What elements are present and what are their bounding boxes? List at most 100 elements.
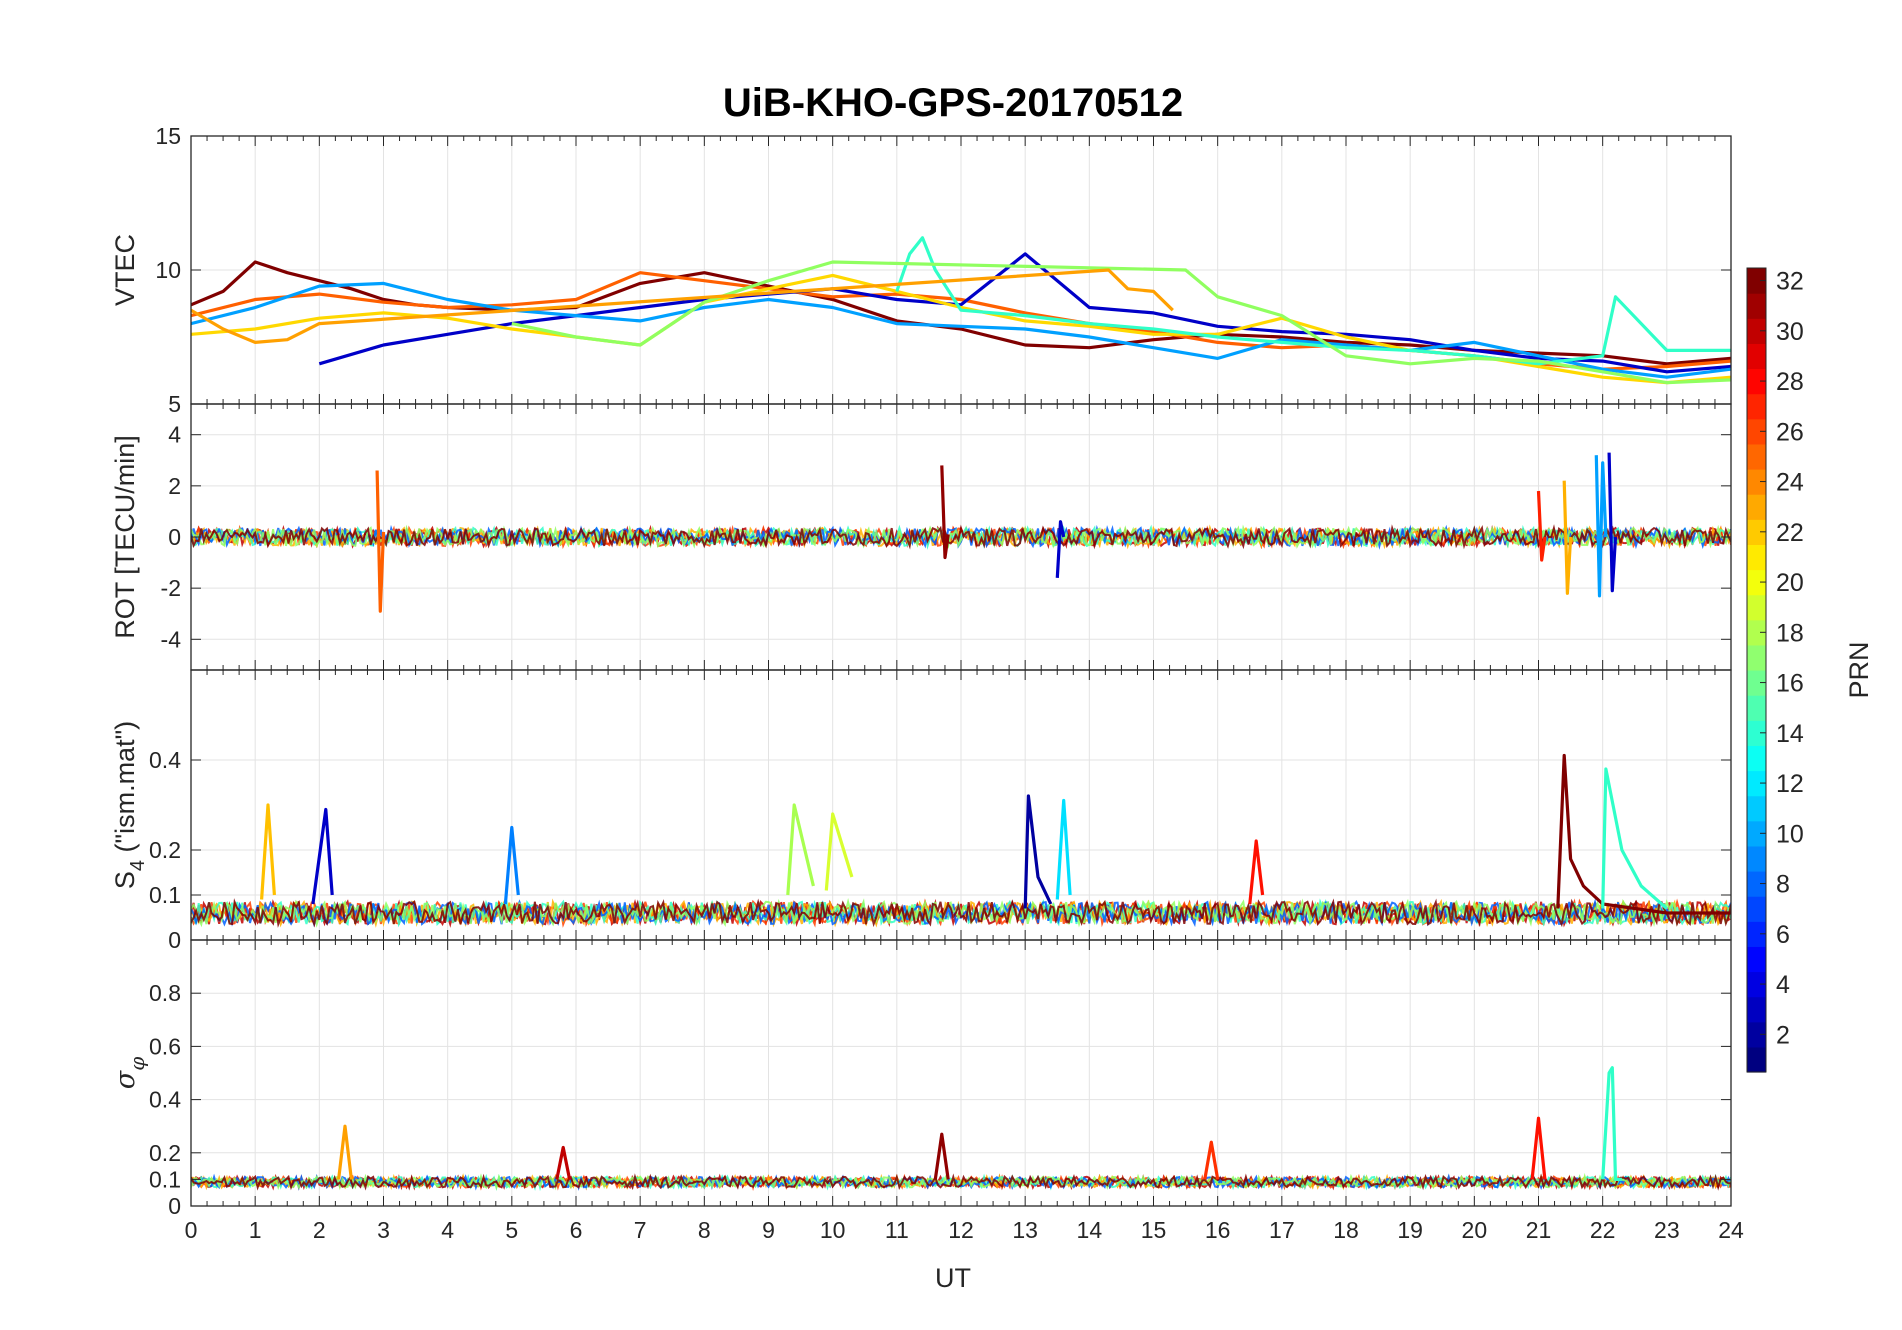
y-axis-label-s4: S4 ("ism.mat") [110, 721, 149, 889]
series-line-sigma-1 [1530, 1116, 1547, 1180]
series-line-rot-5 [1536, 490, 1547, 562]
background-noise [191, 1172, 1731, 1192]
colorbar-segment [1747, 443, 1766, 470]
colorbar-segment [1747, 695, 1766, 721]
x-tick-label: 5 [505, 1217, 518, 1243]
colorbar-segment [1747, 393, 1766, 420]
panel-s4: 0 0.1 0.2 0.4S4 ("ism.mat") [110, 669, 1732, 953]
x-tick-label: 18 [1333, 1217, 1359, 1243]
colorbar-segment [1747, 494, 1766, 520]
x-tick-label: 10 [820, 1217, 846, 1243]
colorbar-segment [1747, 1046, 1766, 1073]
colorbar-segment [1747, 519, 1766, 545]
colorbar-tick-label: 20 [1776, 569, 1804, 597]
y-tick-label: 0.2 [149, 1140, 181, 1166]
x-tick-label: 16 [1205, 1217, 1231, 1243]
y-tick-label: 0.2 [149, 837, 181, 863]
x-tick-label: 12 [948, 1217, 974, 1243]
x-tick-label: 2 [313, 1217, 326, 1243]
background-noise [191, 524, 1731, 550]
series-line-s4-5 [311, 807, 334, 905]
y-axis-label-rot: ROT [TECU/min] [110, 435, 140, 639]
colorbar-segment [1747, 946, 1766, 973]
x-tick-label: 20 [1462, 1217, 1488, 1243]
colorbar-segment [1747, 770, 1766, 797]
x-tick-label: 19 [1397, 1217, 1423, 1243]
colorbar-segment [1747, 845, 1766, 872]
colorbar-tick-label: 26 [1776, 418, 1804, 446]
colorbar-segment [1747, 896, 1766, 922]
x-tick-label: 15 [1141, 1217, 1167, 1243]
colorbar-tick-label: 22 [1776, 519, 1804, 547]
colorbar-frame [1746, 267, 1767, 1073]
x-tick-label: 3 [377, 1217, 390, 1243]
y-axis-label-vtec: VTEC [110, 234, 140, 306]
colorbar-segment [1747, 1021, 1766, 1048]
colorbar-segment [1747, 670, 1766, 696]
colorbar-segment [1747, 594, 1766, 621]
colorbar-segment [1747, 569, 1766, 596]
x-tick-label: 9 [762, 1217, 775, 1243]
colorbar-segment [1747, 871, 1766, 897]
panel-sigma: 00.10.2 0.4 0.6 0.8 σφ [110, 939, 1732, 1219]
series-line-s4-6 [786, 803, 815, 896]
colorbar-segment [1747, 619, 1766, 646]
x-tick-label: 7 [634, 1217, 647, 1243]
x-tick-label: 17 [1269, 1217, 1295, 1243]
colorbar-tick-label: 24 [1776, 469, 1804, 497]
y-tick-label: 0.4 [149, 1087, 181, 1113]
series-line-rot-1 [940, 465, 950, 560]
series-line-s4-2 [1023, 794, 1053, 909]
colorbar-tick-label: 14 [1776, 720, 1804, 748]
series-line-rot-6 [1055, 520, 1066, 578]
x-tick-label: 6 [570, 1217, 583, 1243]
colorbar-segment [1747, 795, 1766, 822]
colorbar-segment [1747, 343, 1766, 370]
chart-title: UiB-KHO-GPS-20170512 [723, 81, 1183, 125]
x-tick-label: 23 [1654, 1217, 1680, 1243]
series-line-rot-0 [375, 470, 386, 613]
y-tick-label: 15 [155, 123, 181, 149]
colorbar-label: PRN [1844, 641, 1874, 698]
y-tick-label: 5 [168, 391, 181, 417]
colorbar-segment [1747, 820, 1766, 847]
x-axis: 0 1 2 3 4 5 6 7 8 9 10 11 12 13 14 15 16 17 18 19 20 21 22 23 24 [185, 1217, 1744, 1243]
x-tick-label: 14 [1077, 1217, 1103, 1243]
x-tick-label: 22 [1590, 1217, 1616, 1243]
x-tick-label: 11 [885, 1217, 909, 1243]
colorbar-segment [1747, 469, 1766, 495]
colorbar-tick-label: 12 [1776, 770, 1804, 798]
y-tick-label: 0 [168, 1193, 181, 1219]
colorbar-tick-label: 6 [1776, 921, 1790, 949]
y-tick-label: 0.8 [149, 980, 181, 1006]
colorbar-segment [1747, 720, 1766, 746]
colorbar-tick-label: 32 [1776, 268, 1804, 296]
colorbar-tick-label: 18 [1776, 619, 1804, 647]
y-axis-label-sigma: σφ [110, 1057, 149, 1089]
y-tick-label: 10 [155, 257, 181, 283]
background-noise [191, 897, 1731, 928]
y-tick-label: 0.6 [149, 1033, 181, 1059]
series-line-s4-9 [1248, 839, 1265, 905]
y-tick-label: 2 [168, 473, 181, 499]
colorbar-tick-label: 16 [1776, 670, 1804, 698]
series-line-vtec-7 [191, 268, 1174, 344]
colorbar-segment [1747, 971, 1766, 998]
series-line-sigma-0 [1601, 1066, 1622, 1181]
series-line-vtec-6 [511, 260, 1731, 385]
series-line-s4-8 [503, 825, 520, 905]
y-tick-label: 4 [168, 422, 181, 448]
colorbar-segment [1747, 921, 1766, 947]
series-line-vtec-3 [191, 281, 1731, 379]
y-tick-label: -4 [161, 626, 182, 652]
series-line-rot-2 [1594, 455, 1608, 598]
colorbar-segment [1747, 293, 1766, 319]
colorbar-tick-label: 30 [1776, 318, 1804, 346]
colorbar-segment [1747, 644, 1766, 671]
x-tick-label: 1 [249, 1217, 262, 1243]
colorbar-segment [1747, 318, 1766, 344]
series-line-sigma-4 [1203, 1140, 1220, 1180]
series-line-s4-1 [1601, 767, 1668, 910]
